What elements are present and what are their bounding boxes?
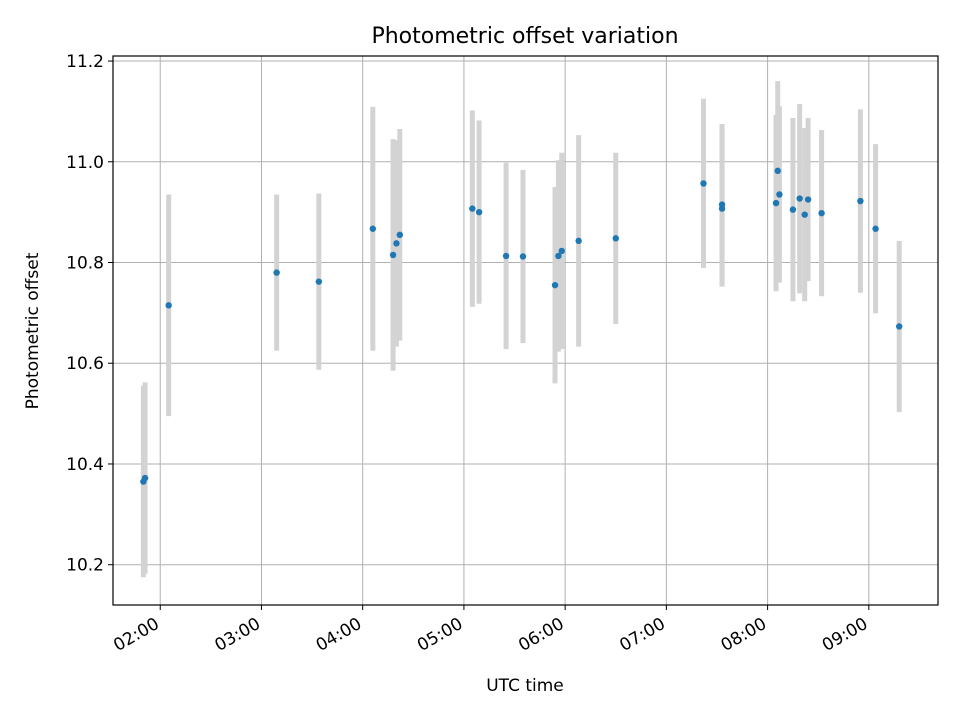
data-point — [141, 474, 149, 482]
data-point — [396, 231, 404, 239]
data-point — [469, 205, 476, 212]
data-point — [519, 253, 527, 260]
data-point — [718, 201, 726, 208]
data-point — [369, 225, 377, 232]
data-point — [273, 269, 280, 276]
plot-frame — [112, 55, 939, 606]
data-point — [700, 180, 707, 187]
y-tick-label: 11.0 — [66, 153, 104, 173]
data-point — [818, 209, 825, 217]
data-point — [776, 191, 783, 198]
data-point — [796, 195, 803, 202]
y-tick-label: 10.2 — [66, 556, 104, 576]
data-point — [804, 196, 812, 203]
y-tick-label: 10.6 — [66, 354, 104, 374]
data-point — [774, 167, 781, 175]
y-tick-label: 10.4 — [66, 455, 104, 475]
data-point — [801, 211, 808, 218]
data-point — [895, 323, 903, 330]
y-tick-label: 10.8 — [66, 254, 104, 274]
data-point — [872, 225, 879, 232]
data-point — [558, 247, 565, 255]
data-point — [575, 237, 582, 245]
chart-title: Photometric offset variation — [371, 24, 678, 49]
data-point — [555, 252, 562, 260]
data-point — [475, 208, 483, 216]
y-axis-label: Photometric offset — [23, 252, 43, 409]
data-points — [140, 167, 903, 485]
data-point — [389, 251, 397, 259]
data-point — [772, 199, 780, 207]
grid — [113, 56, 938, 605]
data-point — [857, 197, 864, 205]
data-point — [612, 235, 619, 242]
data-point — [393, 240, 400, 247]
data-point — [551, 281, 559, 289]
y-tick-label: 11.2 — [66, 52, 104, 72]
data-point — [165, 302, 172, 309]
data-point — [315, 278, 323, 285]
data-point — [502, 252, 510, 260]
y-axis-ticks: 10.2 10.4 10.6 10.8 11.0 11.2 — [66, 52, 113, 576]
data-point — [789, 206, 797, 213]
x-axis-label: UTC time — [486, 676, 564, 696]
